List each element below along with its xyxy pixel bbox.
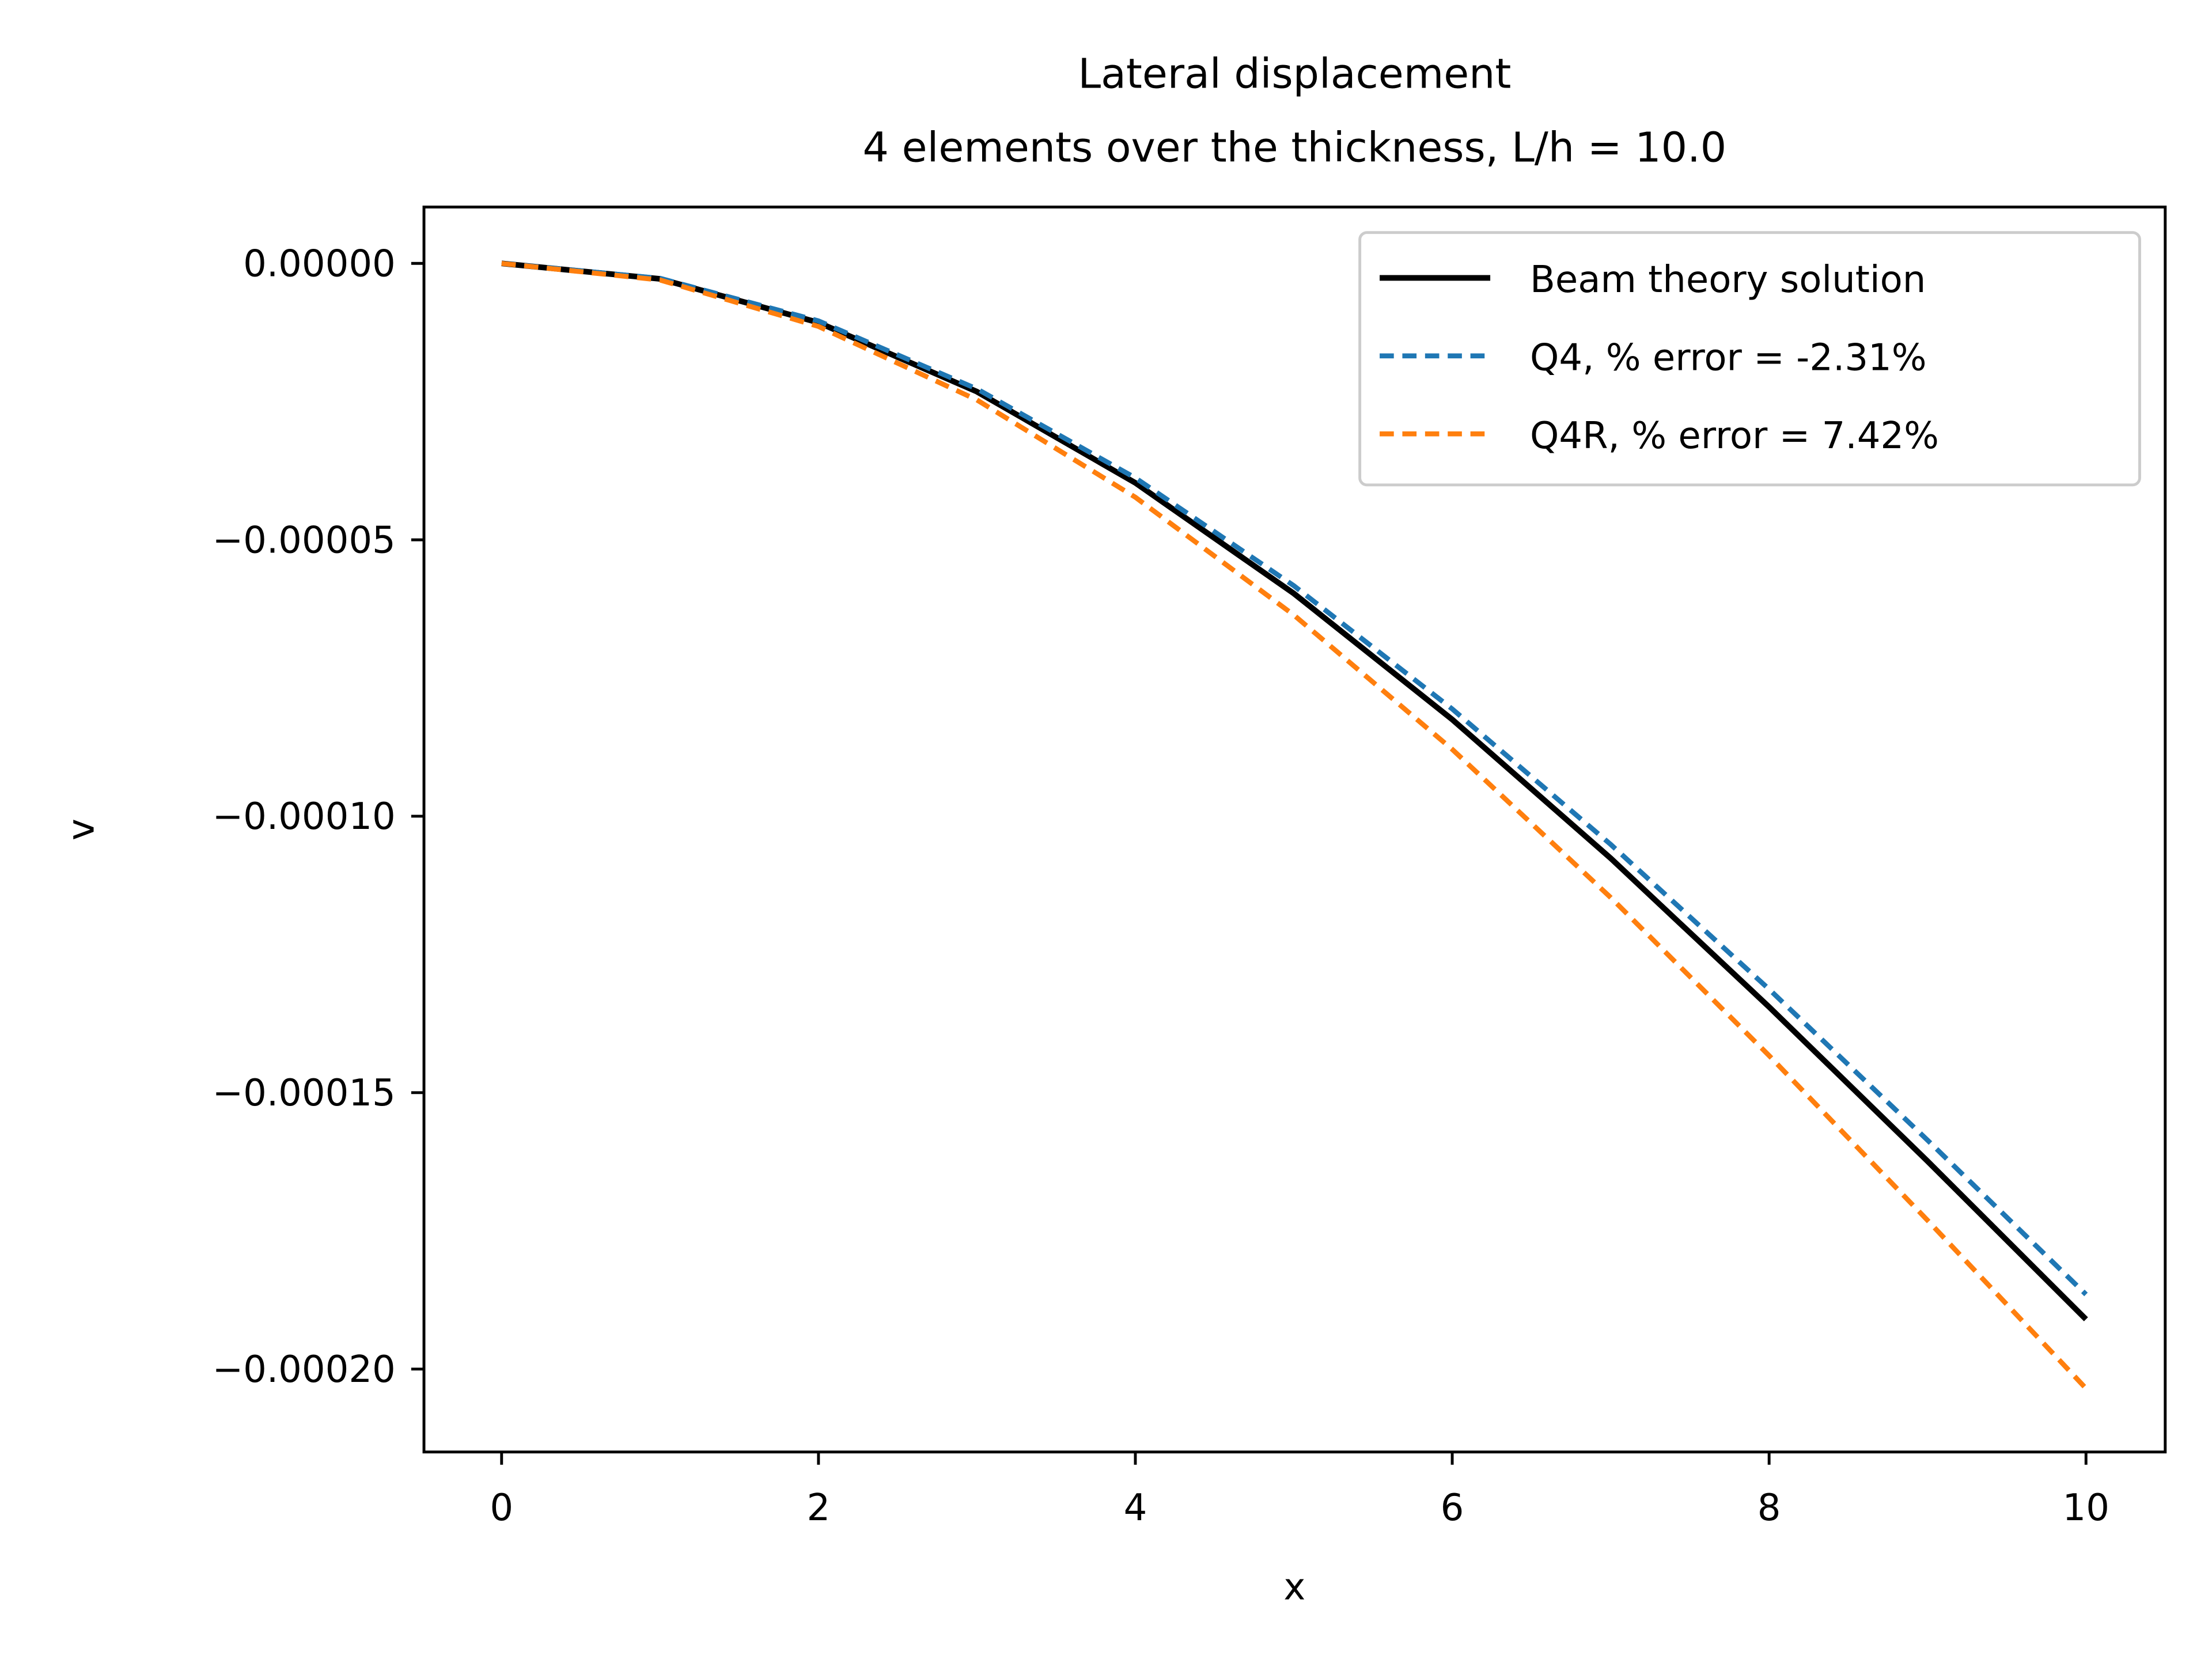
- x-axis-label: x: [1283, 1566, 1305, 1609]
- x-tick-label: 0: [490, 1487, 513, 1529]
- x-tick-label: 2: [807, 1487, 831, 1529]
- y-tick-label: −0.00005: [212, 519, 395, 562]
- y-tick-label: −0.00015: [212, 1072, 395, 1115]
- legend-label: Q4, % error = -2.31%: [1530, 336, 1927, 379]
- x-tick-label: 6: [1441, 1487, 1464, 1529]
- x-tick-label: 10: [2063, 1487, 2109, 1529]
- y-tick-label: −0.00020: [212, 1349, 395, 1391]
- chart-subtitle: 4 elements over the thickness, L/h = 10.…: [863, 124, 1727, 172]
- x-tick-label: 8: [1758, 1487, 1781, 1529]
- legend-label: Beam theory solution: [1530, 259, 1926, 301]
- x-tick-label: 4: [1124, 1487, 1147, 1529]
- y-axis-label: v: [60, 819, 103, 840]
- data-line: [501, 260, 2088, 1321]
- legend-box: [1358, 231, 2141, 487]
- legend-label: Q4R, % error = 7.42%: [1530, 415, 1939, 457]
- y-tick-label: 0.00000: [243, 243, 396, 285]
- axes-frame: [422, 205, 2167, 1454]
- chart-title: Lateral displacement: [1078, 50, 1511, 98]
- y-tick-label: −0.00010: [212, 796, 395, 838]
- data-line: [501, 260, 2088, 1297]
